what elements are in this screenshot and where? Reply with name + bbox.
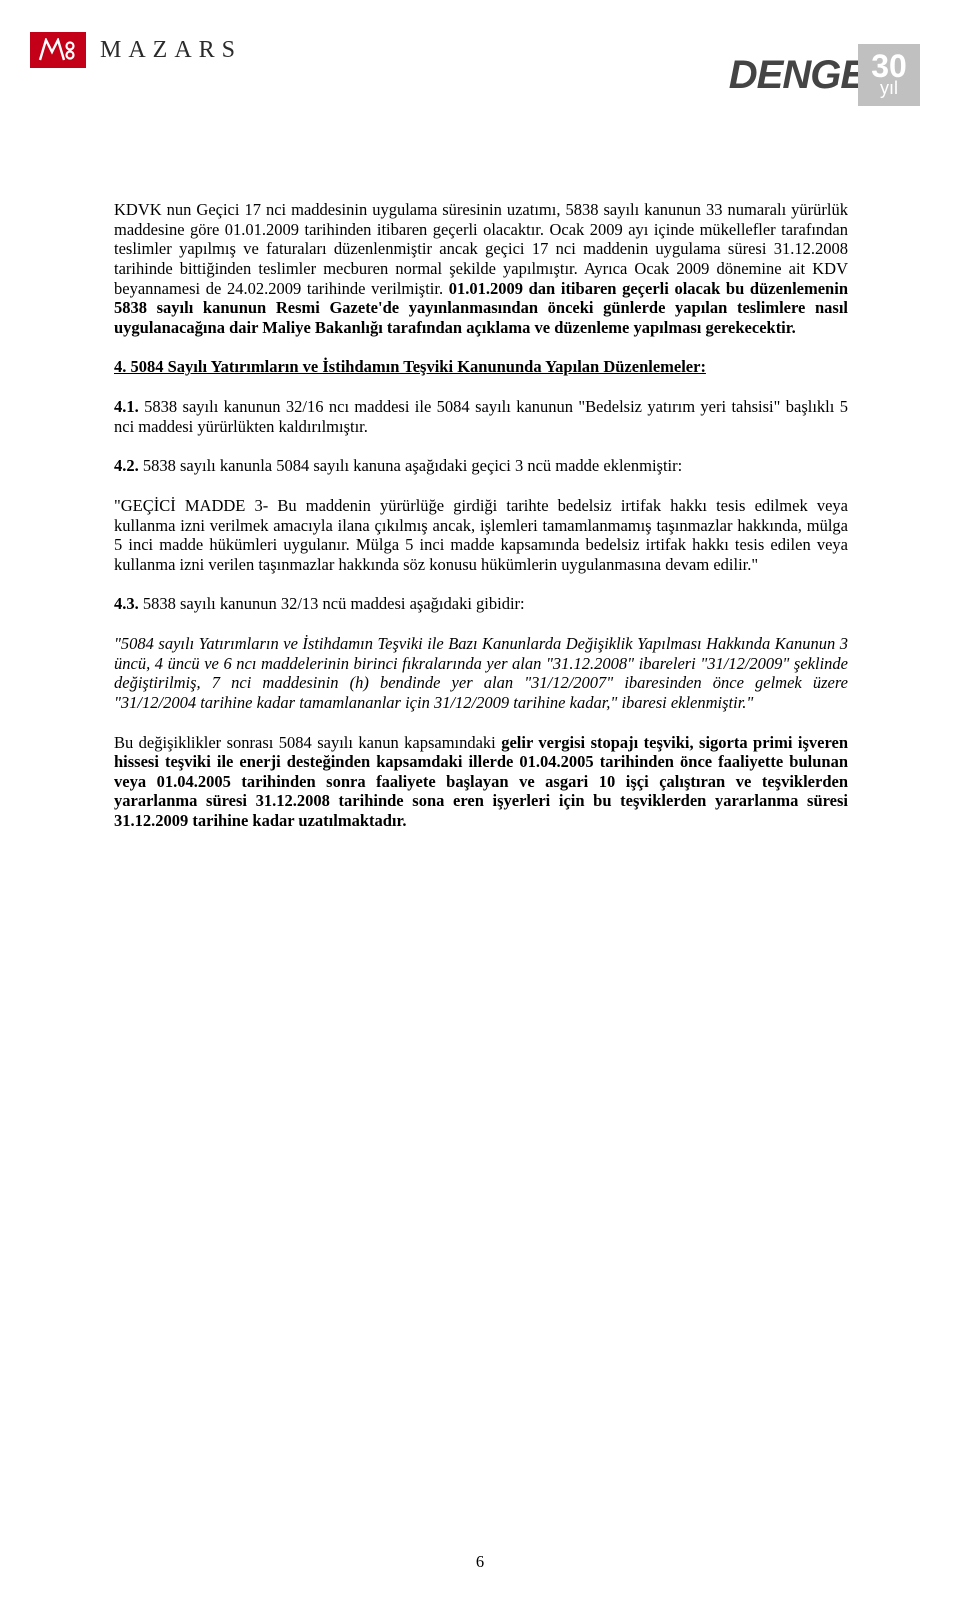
- paragraph-quote-5084: "5084 sayılı Yatırımların ve İstihdamın …: [114, 634, 848, 713]
- paragraph-4-3: 4.3. 5838 sayılı kanunun 32/13 ncü madde…: [114, 594, 848, 614]
- paragraph-4-1-text: 5838 sayılı kanunun 32/16 ncı maddesi il…: [114, 397, 848, 436]
- paragraph-4-1-num: 4.1.: [114, 397, 139, 416]
- denge-badge-yil: yıl: [880, 79, 898, 97]
- page-number: 6: [476, 1552, 484, 1572]
- paragraph-4-3-num: 4.3.: [114, 594, 139, 613]
- denge-badge-icon: 30 yıl: [858, 44, 920, 106]
- denge-wordmark: DENGE: [729, 53, 866, 98]
- paragraph-4-3-text: 5838 sayılı kanunun 32/13 ncü maddesi aş…: [139, 594, 525, 613]
- brand-mazars: MAZARS: [30, 32, 242, 68]
- paragraph-final: Bu değişiklikler sonrası 5084 sayılı kan…: [114, 733, 848, 831]
- paragraph-final-a: Bu değişiklikler sonrası 5084 sayılı kan…: [114, 733, 501, 752]
- mazars-wordmark: MAZARS: [100, 37, 242, 64]
- paragraph-4-2-text: 5838 sayılı kanunla 5084 sayılı kanuna a…: [139, 456, 682, 475]
- paragraph-4-2-num: 4.2.: [114, 456, 139, 475]
- paragraph-intro: KDVK nun Geçici 17 nci maddesinin uygula…: [114, 200, 848, 337]
- paragraph-4-1: 4.1. 5838 sayılı kanunun 32/16 ncı madde…: [114, 397, 848, 436]
- heading-4: 4. 5084 Sayılı Yatırımların ve İstihdamı…: [114, 357, 848, 377]
- brand-denge: DENGE 30 yıl: [729, 44, 920, 106]
- paragraph-quote-gecici: "GEÇİCİ MADDE 3- Bu maddenin yürürlüğe g…: [114, 496, 848, 575]
- paragraph-4-2: 4.2. 5838 sayılı kanunla 5084 sayılı kan…: [114, 456, 848, 476]
- denge-badge-number: 30: [871, 53, 907, 80]
- document-body: KDVK nun Geçici 17 nci maddesinin uygula…: [114, 200, 848, 851]
- mazars-logo-icon: [30, 32, 86, 68]
